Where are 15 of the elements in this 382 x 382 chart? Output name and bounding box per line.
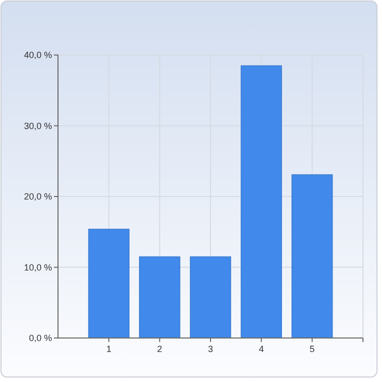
x-tick-label: 2 [157, 344, 162, 354]
y-tick-label: 20,0 % [24, 192, 52, 202]
bar [88, 228, 130, 338]
y-tick-label: 40,0 % [24, 50, 52, 60]
y-tick-label: 30,0 % [24, 120, 52, 131]
x-tick-label: 5 [310, 344, 315, 354]
bar [292, 174, 333, 338]
y-tick-label: 0,0 % [28, 333, 52, 344]
x-tick-label: 4 [258, 344, 264, 354]
bar [190, 256, 232, 338]
bar [139, 256, 180, 338]
x-tick-label: 1 [106, 344, 112, 354]
x-tick-label: 3 [208, 344, 214, 354]
bar [240, 65, 282, 338]
y-tick-label: 10,0 % [24, 262, 52, 272]
